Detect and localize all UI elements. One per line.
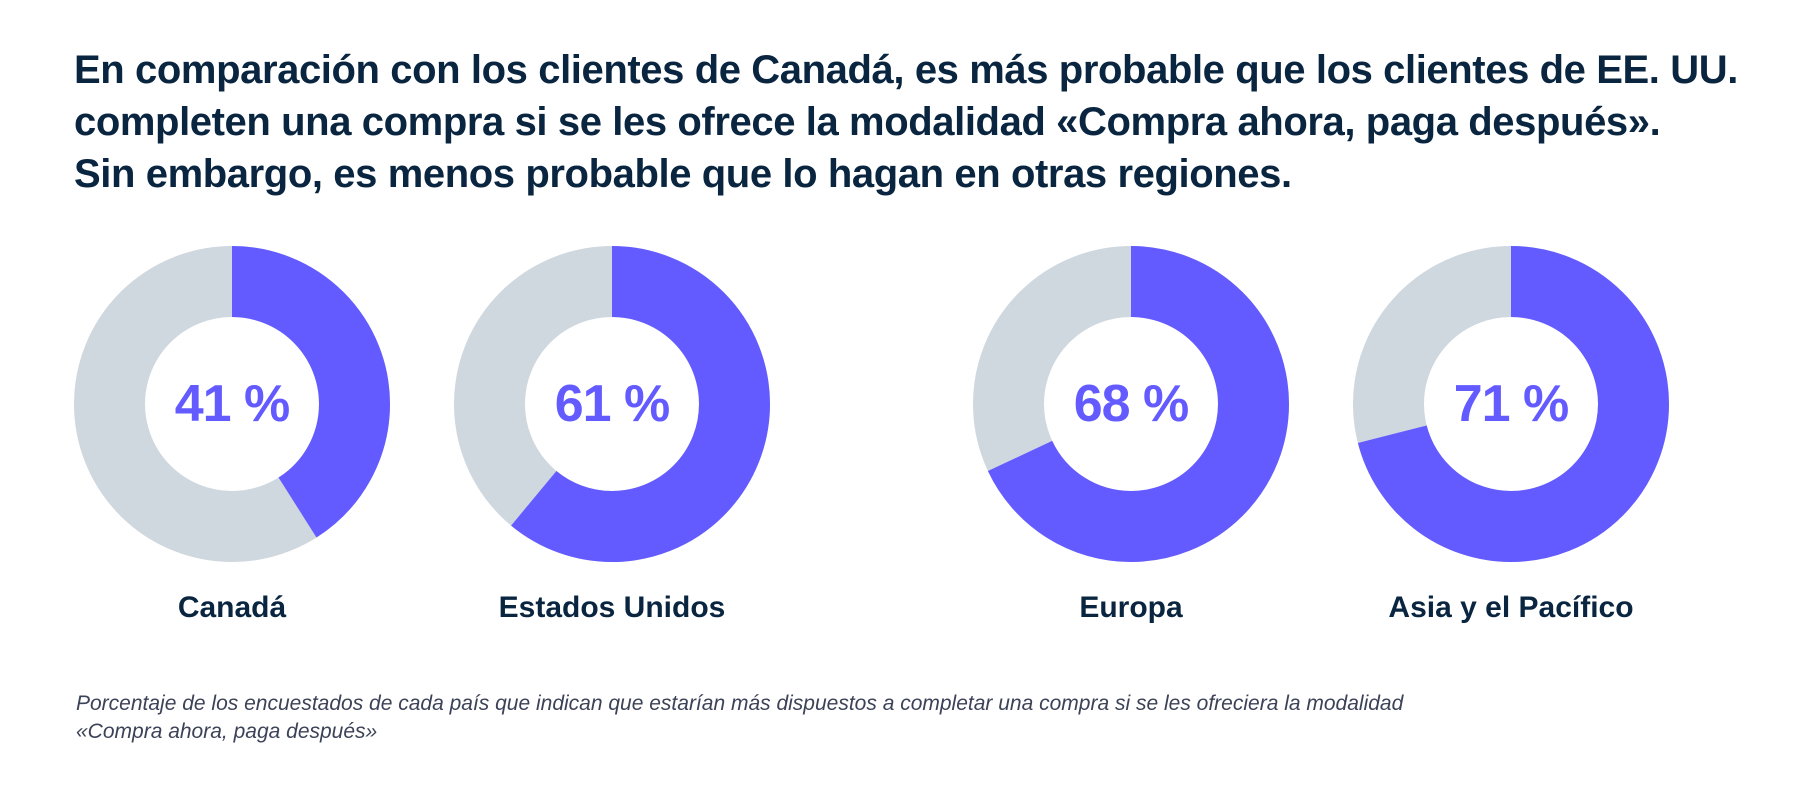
donut-slice-canada xyxy=(74,246,390,562)
headline-line-3: Sin embargo, es menos probable que lo ha… xyxy=(74,152,1292,196)
footnote-line-1: Porcentaje de los encuestados de cada pa… xyxy=(76,692,1404,715)
donut-value-label-canada: 41 % xyxy=(175,375,290,433)
donut-value-label-europa: 68 % xyxy=(1074,375,1189,433)
donut-value-label-asia-pacifico: 71 % xyxy=(1454,375,1569,433)
donut-charts-svg: 41 % 61 % 68 % 71 % xyxy=(74,246,1669,562)
footnote-line-2: «Compra ahora, paga después» xyxy=(76,720,378,743)
donut-slice-europa xyxy=(973,246,1289,562)
footnote: Porcentaje de los encuestados de cada pa… xyxy=(76,690,1716,746)
region-label-asia-pacifico: Asia y el Pacífico xyxy=(1388,591,1634,624)
donut-value-label-estados-unidos: 61 % xyxy=(555,375,670,433)
region-label-canada: Canadá xyxy=(177,591,287,624)
headline: En comparación con los clientes de Canad… xyxy=(74,44,1754,200)
region-label-estados-unidos: Estados Unidos xyxy=(498,591,726,624)
headline-line-1: En comparación con los clientes de Canad… xyxy=(74,48,1738,92)
headline-line-2: completen una compra si se les ofrece la… xyxy=(74,100,1661,144)
donut-charts: 41 % 61 % 68 % 71 % Canadá Estados Unidos E… xyxy=(0,240,1800,640)
region-label-europa: Europa xyxy=(1079,591,1183,624)
donut-slice-asia-pacifico xyxy=(1353,246,1669,562)
donut-slice-estados-unidos xyxy=(454,246,770,562)
